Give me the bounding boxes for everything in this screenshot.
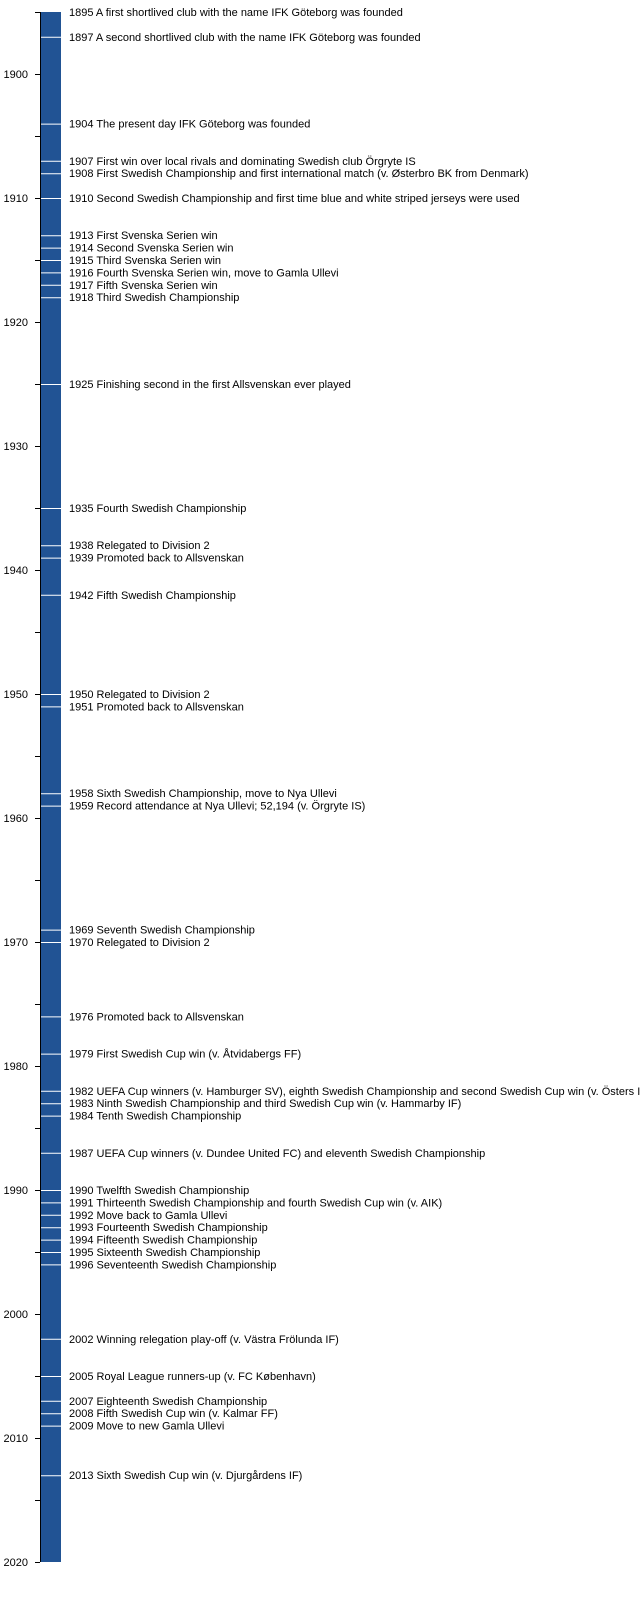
event-label: 2002 Winning relegation play-off (v. Väs… — [69, 1334, 339, 1346]
event-label: 2013 Sixth Swedish Cup win (v. Djurgårde… — [69, 1470, 302, 1482]
event-label: 1904 The present day IFK Göteborg was fo… — [69, 119, 310, 131]
event-label: 1915 Third Svenska Serien win — [69, 255, 221, 267]
axis-tick-label: 1970 — [4, 937, 28, 949]
event-label: 1935 Fourth Swedish Championship — [69, 503, 246, 515]
axis-tick-label: 1920 — [4, 317, 28, 329]
axis-tick-label: 1960 — [4, 813, 28, 825]
event-label: 1991 Thirteenth Swedish Championship and… — [69, 1197, 442, 1209]
event-label: 1994 Fifteenth Swedish Championship — [69, 1235, 257, 1247]
event-label: 1914 Second Svenska Serien win — [69, 243, 234, 255]
event-label: 1938 Relegated to Division 2 — [69, 540, 210, 552]
event-label: 1995 Sixteenth Swedish Championship — [69, 1247, 260, 1259]
axis-tick-label: 1930 — [4, 441, 28, 453]
axis-tick-label: 2020 — [4, 1557, 28, 1569]
axis-tick-label: 1990 — [4, 1185, 28, 1197]
event-label: 1918 Third Swedish Championship — [69, 292, 239, 304]
event-label: 1951 Promoted back to Allsvenskan — [69, 701, 244, 713]
event-label: 1917 Fifth Svenska Serien win — [69, 280, 218, 292]
axis-tick-label: 1940 — [4, 565, 28, 577]
event-label: 1976 Promoted back to Allsvenskan — [69, 1011, 244, 1023]
event-label: 2009 Move to new Gamla Ullevi — [69, 1421, 224, 1433]
event-label: 1984 Tenth Swedish Championship — [69, 1111, 241, 1123]
event-label: 1939 Promoted back to Allsvenskan — [69, 553, 244, 565]
axis-ticks: 1900 1910 1920 1930 1940 1950 1960 1970 1980 1990… — [4, 12, 40, 1569]
event-label: 1979 First Swedish Cup win (v. Åtvidaber… — [69, 1048, 301, 1061]
timeline-bar — [41, 12, 61, 1562]
event-label: 1983 Ninth Swedish Championship and thir… — [69, 1098, 461, 1110]
axis-tick-label: 2000 — [4, 1309, 28, 1321]
event-label: 1970 Relegated to Division 2 — [69, 937, 210, 949]
event-label: 1897 A second shortlived club with the n… — [69, 32, 421, 44]
event-label: 1925 Finishing second in the first Allsv… — [69, 379, 351, 391]
event-label: 1992 Move back to Gamla Ullevi — [69, 1210, 227, 1222]
event-label: 1990 Twelfth Swedish Championship — [69, 1185, 249, 1197]
event-label: 2005 Royal League runners-up (v. FC Købe… — [69, 1371, 316, 1383]
event-label: 1996 Seventeenth Swedish Championship — [69, 1259, 276, 1271]
event-label: 1987 UEFA Cup winners (v. Dundee United … — [69, 1148, 485, 1160]
event-label: 1958 Sixth Swedish Championship, move to… — [69, 788, 337, 800]
axis-tick-label: 1910 — [4, 193, 28, 205]
axis-tick-label: 1900 — [4, 69, 28, 81]
event-label: 1916 Fourth Svenska Serien win, move to … — [69, 267, 339, 279]
axis-tick-label: 2010 — [4, 1433, 28, 1445]
axis-tick-label: 1980 — [4, 1061, 28, 1073]
event-label: 2007 Eighteenth Swedish Championship — [69, 1396, 267, 1408]
event-label: 1942 Fifth Swedish Championship — [69, 590, 236, 602]
axis-tick-label: 1950 — [4, 689, 28, 701]
event-label: 2008 Fifth Swedish Cup win (v. Kalmar FF… — [69, 1408, 278, 1420]
event-label: 1982 UEFA Cup winners (v. Hamburger SV),… — [69, 1086, 640, 1098]
event-label: 1959 Record attendance at Nya Ullevi; 52… — [69, 801, 365, 813]
event-label: 1910 Second Swedish Championship and fir… — [69, 193, 520, 205]
events: 1895 A first shortlived club with the na… — [41, 7, 640, 1482]
event-label: 1908 First Swedish Championship and firs… — [69, 168, 529, 180]
event-label: 1907 First win over local rivals and dom… — [69, 156, 416, 168]
event-label: 1950 Relegated to Division 2 — [69, 689, 210, 701]
event-label: 1969 Seventh Swedish Championship — [69, 925, 255, 937]
event-label: 1895 A first shortlived club with the na… — [69, 7, 403, 19]
event-label: 1993 Fourteenth Swedish Championship — [69, 1222, 268, 1234]
event-label: 1913 First Svenska Serien win — [69, 230, 218, 242]
